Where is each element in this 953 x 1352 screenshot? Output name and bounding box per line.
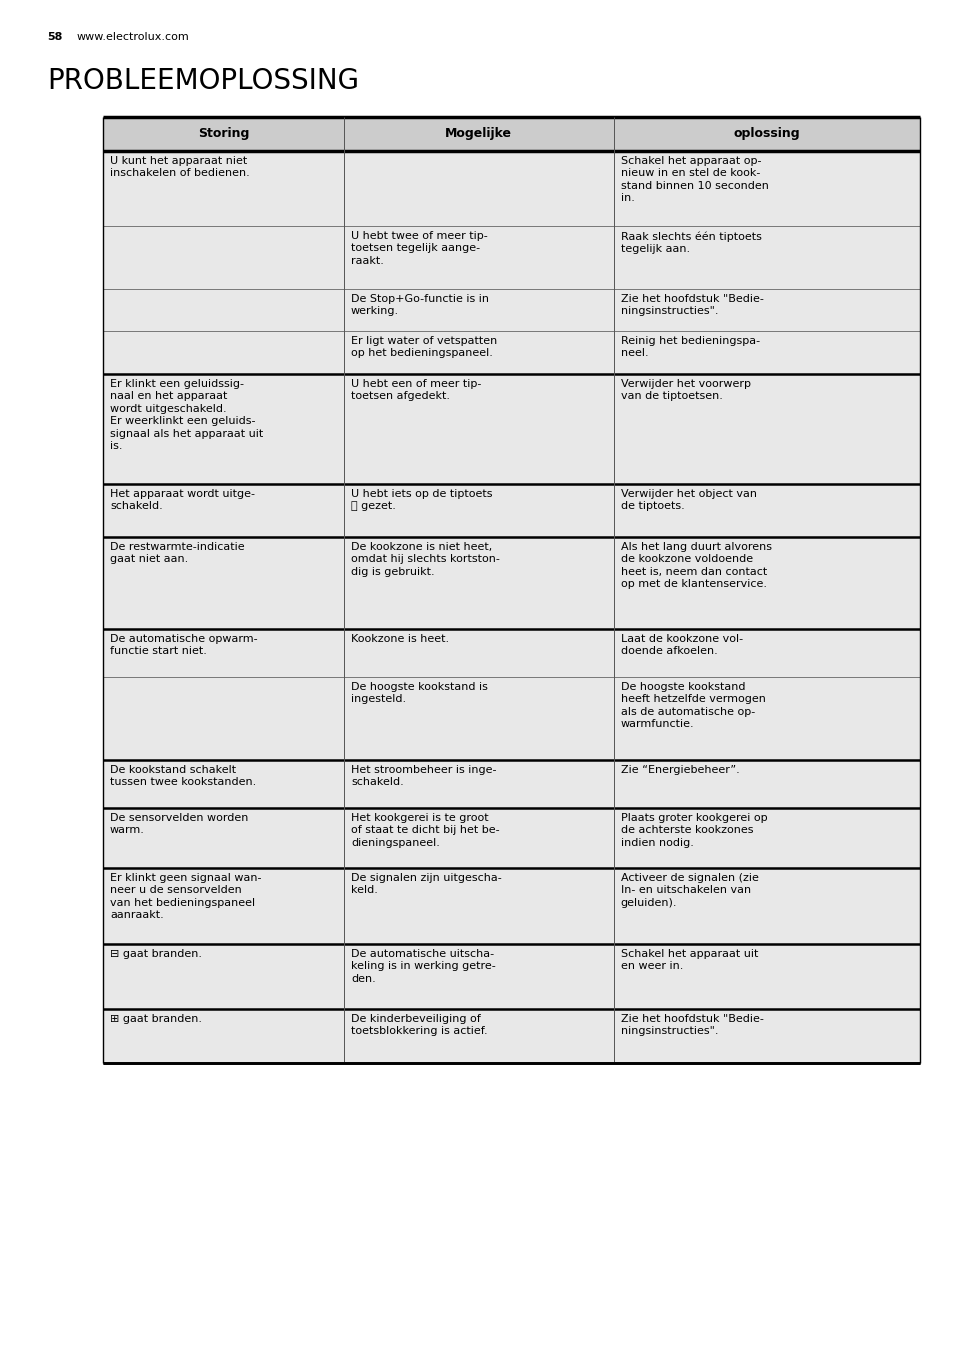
Text: De automatische opwarm-
functie start niet.: De automatische opwarm- functie start ni… [110,634,257,657]
Text: Zie het hoofdstuk "Bedie-
ningsinstructies".: Zie het hoofdstuk "Bedie- ningsinstructi… [620,1014,762,1037]
Text: Verwijder het object van
de tiptoets.: Verwijder het object van de tiptoets. [620,489,756,511]
Text: Er klinkt geen signaal wan-
neer u de sensorvelden
van het bedieningspaneel
aanr: Er klinkt geen signaal wan- neer u de se… [110,873,261,921]
Text: Zie “Energiebeheer”.: Zie “Energiebeheer”. [620,765,739,775]
Bar [103,375,919,484]
Text: Er ligt water of vetspatten
op het bedieningspaneel.: Er ligt water of vetspatten op het bedie… [351,337,497,358]
Text: De kookzone is niet heet,
omdat hij slechts kortston-
dig is gebruikt.: De kookzone is niet heet, omdat hij slec… [351,542,499,577]
Text: De restwarmte-indicatie
gaat niet aan.: De restwarmte-indicatie gaat niet aan. [110,542,244,564]
Text: Zie het hoofdstuk "Bedie-
ningsinstructies".: Zie het hoofdstuk "Bedie- ningsinstructi… [620,293,762,316]
Bar [103,484,919,537]
Text: Het apparaat wordt uitge-
schakeld.: Het apparaat wordt uitge- schakeld. [110,489,254,511]
Text: Storing: Storing [197,127,249,141]
Text: U hebt een of meer tip-
toetsen afgedekt.: U hebt een of meer tip- toetsen afgedekt… [351,379,481,402]
Text: Kookzone is heet.: Kookzone is heet. [351,634,449,644]
Text: Er klinkt een geluidssig-
naal en het apparaat
wordt uitgeschakeld.
Er weerklink: Er klinkt een geluidssig- naal en het ap… [110,379,263,452]
Text: Laat de kookzone vol-
doende afkoelen.: Laat de kookzone vol- doende afkoelen. [620,634,742,657]
Bar [103,760,919,808]
Bar [103,944,919,1009]
Text: Activeer de signalen (zie
In- en uitschakelen van
geluiden).: Activeer de signalen (zie In- en uitscha… [620,873,758,907]
Text: 58: 58 [47,32,62,42]
Text: De kinderbeveiliging of
toetsblokkering is actief.: De kinderbeveiliging of toetsblokkering … [351,1014,487,1037]
Text: De kookstand schakelt
tussen twee kookstanden.: De kookstand schakelt tussen twee kookst… [110,765,256,787]
Text: www.electrolux.com: www.electrolux.com [77,32,190,42]
Text: Verwijder het voorwerp
van de tiptoetsen.: Verwijder het voorwerp van de tiptoetsen… [620,379,750,402]
Text: Mogelijke: Mogelijke [445,127,512,141]
Bar [103,808,919,868]
Text: De automatische uitscha-
keling is in werking getre-
den.: De automatische uitscha- keling is in we… [351,949,496,984]
Text: Raak slechts één tiptoets
tegelijk aan.: Raak slechts één tiptoets tegelijk aan. [620,231,760,254]
Bar [103,289,919,331]
Text: Plaats groter kookgerei op
de achterste kookzones
indien nodig.: Plaats groter kookgerei op de achterste … [620,813,766,848]
Text: PROBLEEMOPLOSSING: PROBLEEMOPLOSSING [47,68,358,95]
Text: Schakel het apparaat op-
nieuw in en stel de kook-
stand binnen 10 seconden
in.: Schakel het apparaat op- nieuw in en ste… [620,155,768,203]
Bar [103,537,919,629]
Bar [103,629,919,677]
Bar [103,331,919,375]
Text: De sensorvelden worden
warm.: De sensorvelden worden warm. [110,813,248,836]
Bar [103,1009,919,1063]
Bar [103,151,919,226]
Text: De hoogste kookstand
heeft hetzelfde vermogen
als de automatische op-
warmfuncti: De hoogste kookstand heeft hetzelfde ver… [620,681,764,729]
Bar [103,118,919,151]
Text: Als het lang duurt alvorens
de kookzone voldoende
heet is, neem dan contact
op m: Als het lang duurt alvorens de kookzone … [620,542,771,589]
Text: Schakel het apparaat uit
en weer in.: Schakel het apparaat uit en weer in. [620,949,758,971]
Text: De hoogste kookstand is
ingesteld.: De hoogste kookstand is ingesteld. [351,681,487,704]
Text: De signalen zijn uitgescha-
keld.: De signalen zijn uitgescha- keld. [351,873,501,895]
Bar [103,677,919,760]
Bar [103,868,919,944]
Text: ⊟ gaat branden.: ⊟ gaat branden. [110,949,202,959]
Text: ⊞ gaat branden.: ⊞ gaat branden. [110,1014,202,1023]
Text: Het stroombeheer is inge-
schakeld.: Het stroombeheer is inge- schakeld. [351,765,496,787]
Text: U hebt iets op de tiptoets
ⓘ gezet.: U hebt iets op de tiptoets ⓘ gezet. [351,489,492,511]
Text: Het kookgerei is te groot
of staat te dicht bij het be-
dieningspaneel.: Het kookgerei is te groot of staat te di… [351,813,499,848]
Text: U kunt het apparaat niet
inschakelen of bedienen.: U kunt het apparaat niet inschakelen of … [110,155,250,178]
Text: De Stop+Go-functie is in
werking.: De Stop+Go-functie is in werking. [351,293,489,316]
Bar [103,226,919,289]
Text: Reinig het bedieningspa-
neel.: Reinig het bedieningspa- neel. [620,337,759,358]
Text: oplossing: oplossing [733,127,800,141]
Text: U hebt twee of meer tip-
toetsen tegelijk aange-
raakt.: U hebt twee of meer tip- toetsen tegelij… [351,231,487,266]
